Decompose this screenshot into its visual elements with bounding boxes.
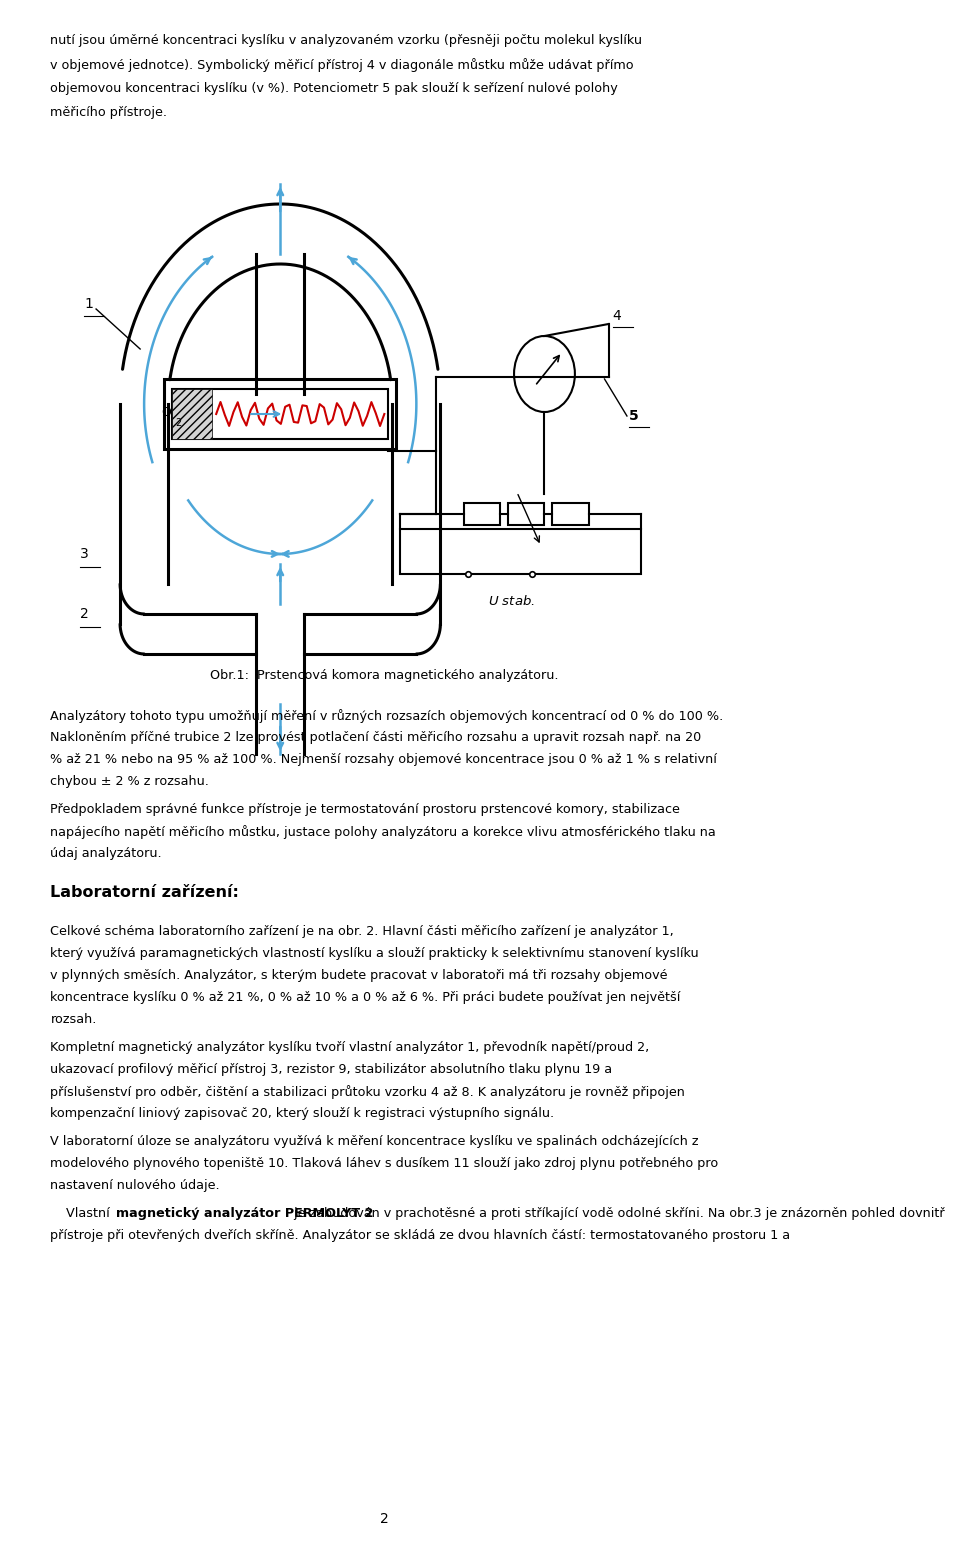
Text: % až 21 % nebo na 95 % až 100 %. Nejmenší rozsahy objemové koncentrace jsou 0 % : % až 21 % nebo na 95 % až 100 %. Nejmenš…: [51, 754, 717, 766]
Text: který využívá paramagnetických vlastností kyslíku a slouží prakticky k selektivn: který využívá paramagnetických vlastnost…: [51, 946, 699, 960]
Text: 2: 2: [80, 608, 89, 622]
Text: Kompletní magnetický analyzátor kyslíku tvoří vlastní analyzátor 1, převodník na: Kompletní magnetický analyzátor kyslíku …: [51, 1041, 650, 1054]
Text: Celkové schéma laboratorního zařízení je na obr. 2. Hlavní části měřicího zaříze: Celkové schéma laboratorního zařízení je…: [51, 925, 674, 939]
Text: kompenzační liniový zapisovač 20, který slouží k registraci výstupního signálu.: kompenzační liniový zapisovač 20, který …: [51, 1106, 555, 1120]
Text: 2: 2: [380, 1512, 389, 1526]
Text: modelového plynového topeniště 10. Tlaková láhev s dusíkem 11 slouží jako zdroj : modelového plynového topeniště 10. Tlako…: [51, 1158, 719, 1170]
Text: Nakloněním příčné trubice 2 lze provést potlačení části měřicího rozsahu a uprav: Nakloněním příčné trubice 2 lze provést …: [51, 730, 702, 744]
Text: 4: 4: [612, 309, 621, 323]
Text: rozsah.: rozsah.: [51, 1013, 97, 1026]
Text: v objemové jednotce). Symbolický měřicí přístroj 4 v diagonále můstku může udáva: v objemové jednotce). Symbolický měřicí …: [51, 57, 634, 71]
Text: O: O: [161, 407, 172, 420]
Text: napájecího napětí měřicího můstku, justace polohy analyzátoru a korekce vlivu at: napájecího napětí měřicího můstku, justa…: [51, 825, 716, 839]
Bar: [172, 388, 212, 438]
Text: nutí jsou úměrné koncentraci kyslíku v analyzovaném vzorku (přesněji počtu molek: nutí jsou úměrné koncentraci kyslíku v a…: [51, 34, 642, 47]
Text: v plynných směsích. Analyzátor, s kterým budete pracovat v laboratoři má tři roz: v plynných směsích. Analyzátor, s kterým…: [51, 970, 668, 982]
Text: koncentrace kyslíku 0 % až 21 %, 0 % až 10 % a 0 % až 6 %. Při práci budete použ: koncentrace kyslíku 0 % až 21 %, 0 % až …: [51, 991, 681, 1004]
Text: V laboratorní úloze se analyzátoru využívá k měření koncentrace kyslíku ve spali: V laboratorní úloze se analyzátoru využí…: [51, 1134, 699, 1148]
Text: Analyzátory tohoto typu umožňují měření v různých rozsazích objemových koncentra: Analyzátory tohoto typu umožňují měření …: [51, 709, 724, 723]
Text: měřicího přístroje.: měřicího přístroje.: [51, 106, 167, 120]
Text: 3: 3: [80, 547, 89, 561]
Text: 2: 2: [176, 418, 181, 427]
Text: Obr.1:  Prstencová komora magnetického analyzátoru.: Obr.1: Prstencová komora magnetického an…: [210, 670, 559, 682]
Text: 1: 1: [84, 297, 93, 311]
Text: ukazovací profilový měřicí přístroj 3, rezistor 9, stabilizátor absolutního tlak: ukazovací profilový měřicí přístroj 3, r…: [51, 1063, 612, 1075]
Text: příslušenství pro odběr, čištění a stabilizaci průtoku vzorku 4 až 8. K analyzát: příslušenství pro odběr, čištění a stabi…: [51, 1085, 685, 1099]
Bar: [509, 503, 544, 525]
Text: nastavení nulového údaje.: nastavení nulového údaje.: [51, 1179, 220, 1192]
Text: magnetický analyzátor PERMOLYT 2: magnetický analyzátor PERMOLYT 2: [116, 1207, 373, 1220]
Text: Laboratorní zařízení:: Laboratorní zařízení:: [51, 884, 239, 900]
Text: je zabudován v prachotěsné a proti stříkající vodě odolné skříni. Na obr.3 je zn: je zabudován v prachotěsné a proti střík…: [290, 1207, 945, 1220]
Text: Vlastní: Vlastní: [51, 1207, 114, 1220]
Bar: [164, 379, 396, 449]
Text: objemovou koncentraci kyslíku (v %). Potenciometr 5 pak slouží k seřízení nulové: objemovou koncentraci kyslíku (v %). Pot…: [51, 82, 618, 95]
Text: 5: 5: [629, 409, 638, 423]
Bar: [553, 503, 588, 525]
Text: Předpokladem správné funkce přístroje je termostatování prostoru prstencové komo: Předpokladem správné funkce přístroje je…: [51, 803, 681, 816]
Bar: [400, 528, 640, 573]
Text: chybou ± 2 % z rozsahu.: chybou ± 2 % z rozsahu.: [51, 775, 209, 788]
Text: údaj analyzátoru.: údaj analyzátoru.: [51, 847, 162, 859]
Bar: [172, 388, 389, 438]
Bar: [465, 503, 500, 525]
Text: $U$ stab.: $U$ stab.: [489, 594, 536, 608]
Text: přístroje při otevřených dveřích skříně. Analyzátor se skládá ze dvou hlavních č: přístroje při otevřených dveřích skříně.…: [51, 1229, 791, 1242]
